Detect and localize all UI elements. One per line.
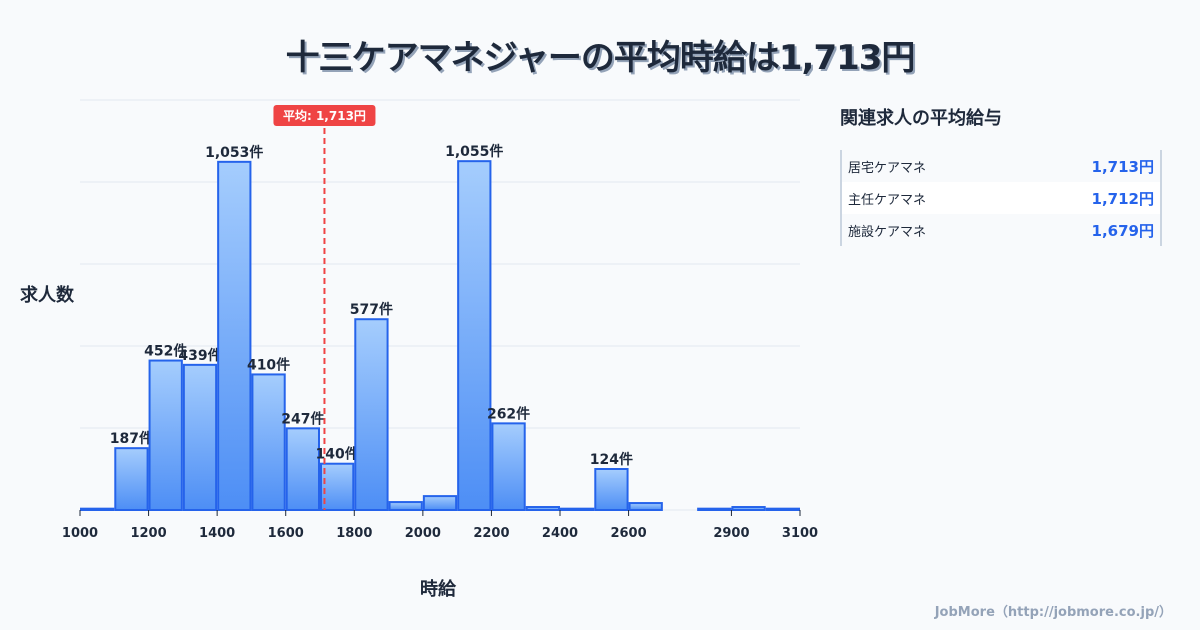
bar-label: 452件 xyxy=(144,343,187,360)
histogram-bar xyxy=(491,422,526,512)
histogram-bar xyxy=(320,462,355,512)
histogram-bar xyxy=(457,160,492,512)
bar-label: 577件 xyxy=(350,301,393,318)
related-salary-panel: 関連求人の平均給与 居宅ケアマネ 1,713円 主任ケアマネ 1,712円 施設ケア… xyxy=(840,104,1162,246)
x-tick-label: 2000 xyxy=(405,526,441,541)
bar-label: 1,055件 xyxy=(445,143,503,160)
salary-value: 1,713円 xyxy=(1091,157,1154,176)
x-tick-label: 1600 xyxy=(268,526,304,541)
x-tick-label: 1000 xyxy=(62,526,98,541)
x-tick-label: 1800 xyxy=(336,526,372,541)
x-tick-label: 3100 xyxy=(782,526,818,541)
y-axis-label: 求人数 xyxy=(20,285,74,306)
x-tick-label: 2400 xyxy=(542,526,578,541)
salary-row: 施設ケアマネ 1,679円 xyxy=(842,214,1160,246)
histogram-bar xyxy=(388,501,423,511)
bar-label: 262件 xyxy=(487,405,530,422)
x-tick-label: 1200 xyxy=(130,526,166,541)
job-name: 居宅ケアマネ xyxy=(848,160,927,176)
job-name: 施設ケアマネ xyxy=(848,224,927,240)
histogram-bar xyxy=(765,507,801,512)
bar-label: 247件 xyxy=(281,410,324,427)
job-name: 主任ケアマネ xyxy=(848,192,927,208)
page-title: 十三ケアマネジャーの平均時給は1,713円 xyxy=(285,38,916,78)
histogram-bar xyxy=(697,507,732,512)
histogram-bar xyxy=(148,359,183,512)
x-tick-label: 1400 xyxy=(199,526,235,541)
x-tick-label: 2900 xyxy=(713,526,749,541)
bar-label: 439件 xyxy=(178,347,221,364)
salary-value: 1,712円 xyxy=(1091,189,1154,208)
bar-label: 140件 xyxy=(316,446,359,463)
histogram-bar xyxy=(354,318,389,511)
bar-label: 410件 xyxy=(247,356,290,373)
bar-label: 1,053件 xyxy=(205,144,263,161)
salary-row: 居宅ケアマネ 1,713円 xyxy=(842,150,1160,182)
bar-label: 187件 xyxy=(110,430,153,447)
histogram-bar xyxy=(182,363,218,511)
x-tick-label: 2200 xyxy=(473,526,509,541)
salary-row: 主任ケアマネ 1,712円 xyxy=(842,182,1160,214)
histogram-bar xyxy=(560,507,595,512)
histogram-bar xyxy=(114,447,149,511)
histogram-bar xyxy=(80,507,115,512)
x-tick-label: 2600 xyxy=(610,526,646,541)
histogram-bar xyxy=(525,506,561,512)
histogram-bar xyxy=(251,373,286,511)
mean-label: 平均: 1,713円 xyxy=(283,108,366,123)
histogram-bar xyxy=(422,495,458,512)
mean-badge xyxy=(273,105,376,126)
histogram-bar xyxy=(628,502,663,512)
panel-title: 関連求人の平均給与 xyxy=(840,108,1002,129)
footer-credit: JobMore（http://jobmore.co.jp/） xyxy=(934,605,1172,620)
bar-label: 124件 xyxy=(590,451,633,468)
histogram-bar xyxy=(594,468,629,511)
histogram-bar xyxy=(285,427,321,512)
histogram-bar xyxy=(217,160,252,511)
salary-value: 1,679円 xyxy=(1091,221,1154,240)
x-axis-label: 時給 xyxy=(420,579,456,600)
histogram-bar xyxy=(731,506,766,512)
